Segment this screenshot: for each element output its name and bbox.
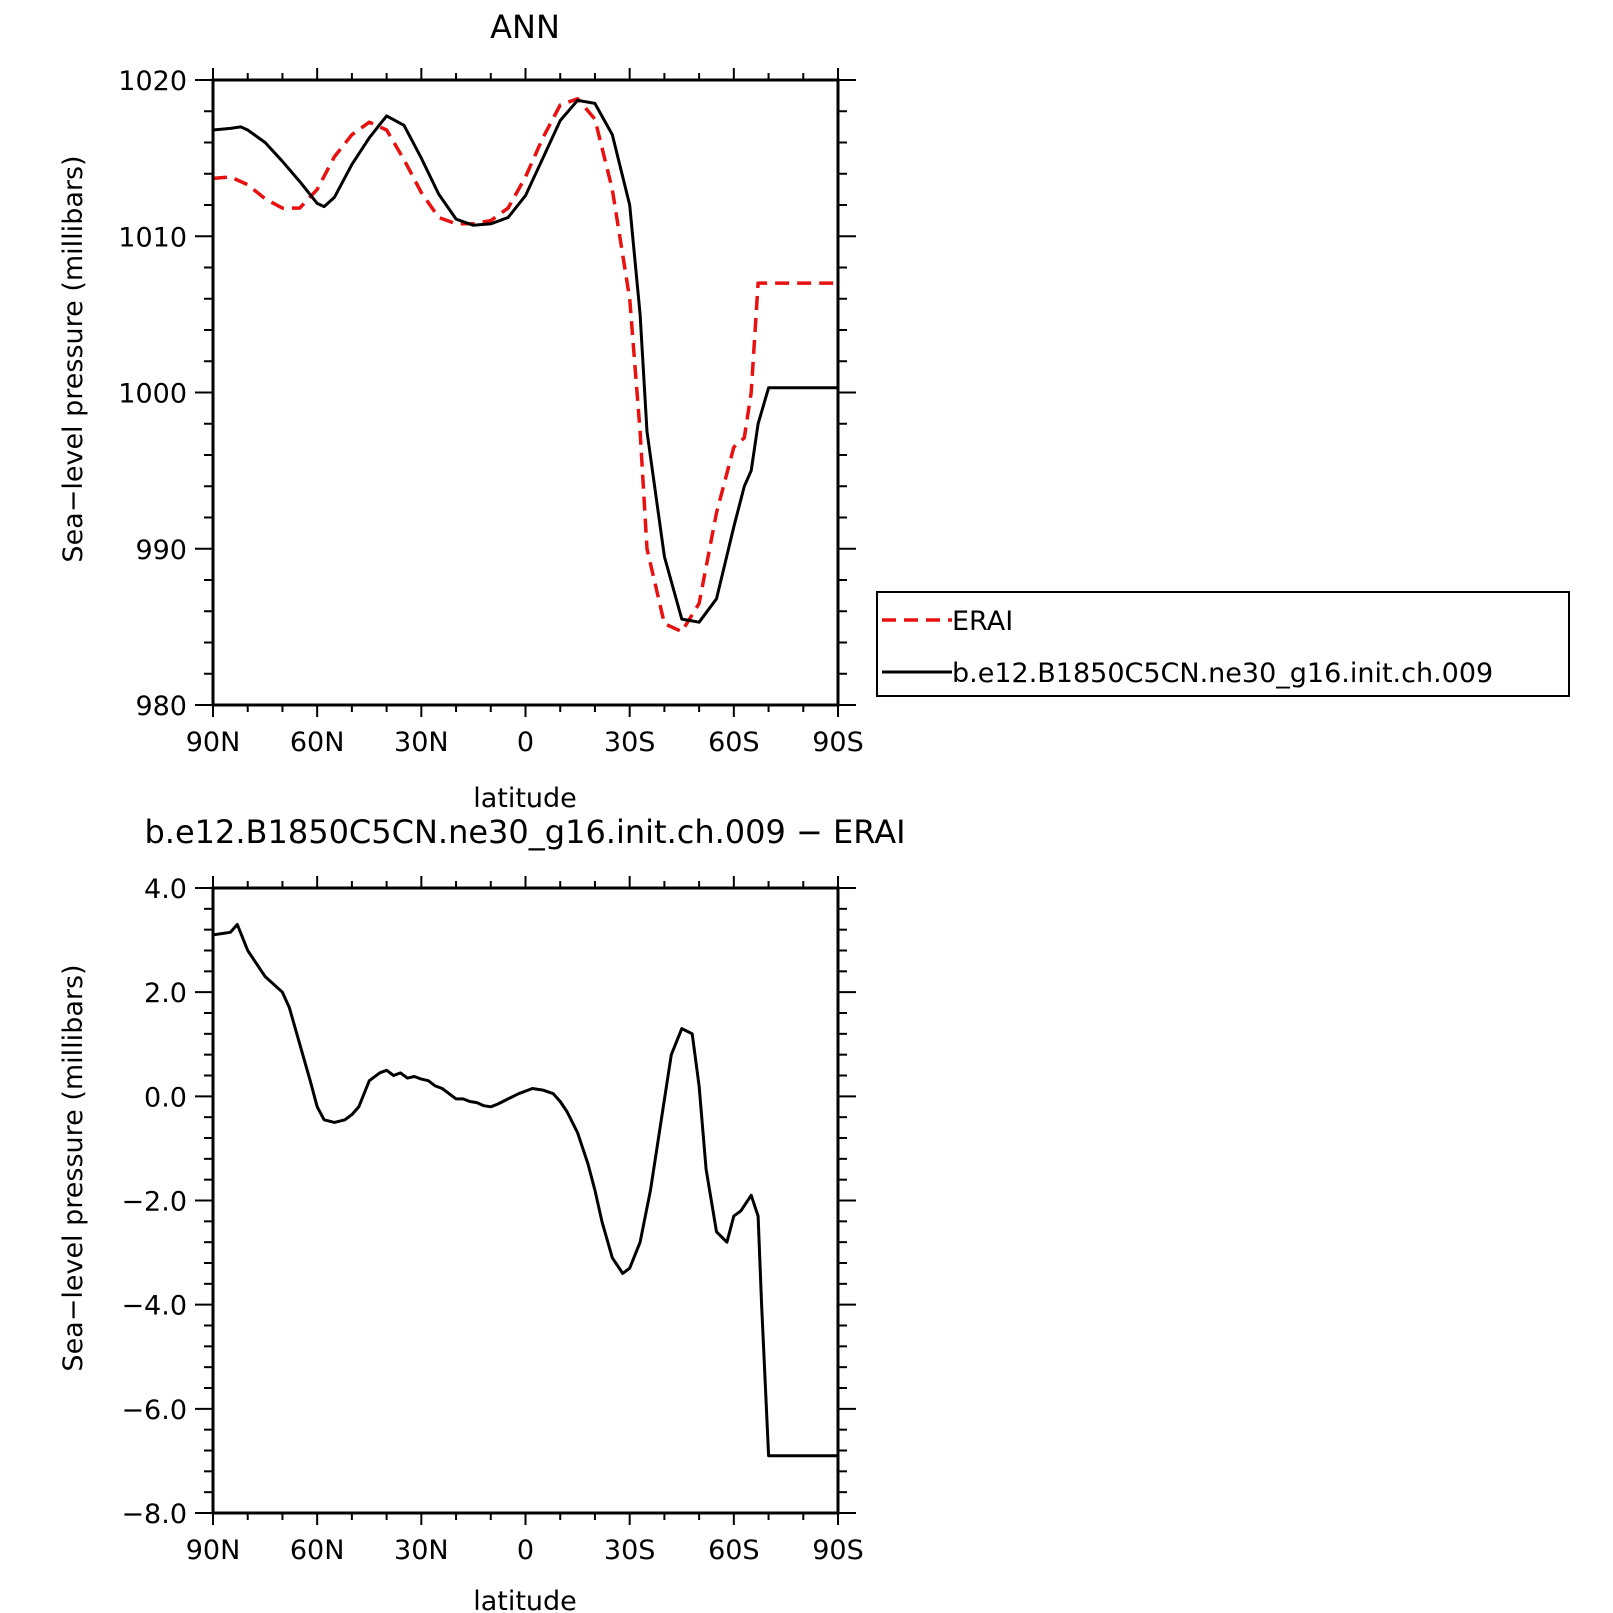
x-tick-label: 30S <box>604 727 656 758</box>
bottom-panel: b.e12.B1850C5CN.ne30_g16.init.ch.009 − E… <box>58 813 906 1613</box>
y-tick-label: 1020 <box>118 66 187 97</box>
y-tick-label: 980 <box>135 691 187 722</box>
bottom-y-axis-label: Sea−level pressure (millibars) <box>58 964 89 1371</box>
x-tick-label: 30N <box>394 727 449 758</box>
x-tick-label: 60N <box>290 1535 345 1566</box>
x-tick-label: 30S <box>604 1535 656 1566</box>
bottom-plot-frame <box>211 886 840 1515</box>
x-tick-label: 90S <box>812 1535 864 1566</box>
x-tick-label: 30N <box>394 1535 449 1566</box>
x-tick-label: 90N <box>186 727 241 758</box>
y-tick-label: −6.0 <box>121 1395 187 1426</box>
x-tick-label: 0 <box>517 727 534 758</box>
y-tick-label: 1010 <box>118 222 187 253</box>
x-tick-label: 60S <box>708 1535 760 1566</box>
top-panel: ANN latitude Sea−level pressure (milliba… <box>58 8 864 814</box>
y-tick-label: 990 <box>135 535 187 566</box>
bottom-x-axis-label: latitude <box>473 1586 577 1613</box>
x-tick-label: 90N <box>186 1535 241 1566</box>
y-tick-label: 2.0 <box>144 978 187 1009</box>
y-tick-label: −4.0 <box>121 1291 187 1322</box>
top-ticks: 90N 60N 30N 0 30S 60S 90S 980 990 1000 1010 1020 <box>118 66 863 758</box>
top-series-line-1 <box>213 98 838 624</box>
legend-box <box>876 591 1570 697</box>
top-x-axis-label: latitude <box>473 783 577 814</box>
bottom-series-group <box>213 923 838 1458</box>
x-tick-label: 60N <box>290 727 345 758</box>
bottom-series-line-0 <box>213 923 838 1458</box>
x-tick-label: 90S <box>812 727 864 758</box>
top-y-axis-label: Sea−level pressure (millibars) <box>58 155 89 562</box>
top-plot-frame <box>211 78 840 707</box>
x-tick-label: 60S <box>708 727 760 758</box>
y-tick-label: 4.0 <box>144 874 187 905</box>
x-tick-label: 0 <box>517 1535 534 1566</box>
bottom-chart-title: b.e12.B1850C5CN.ne30_g16.init.ch.009 − E… <box>144 813 905 851</box>
y-tick-label: 0.0 <box>144 1082 187 1113</box>
top-series-line-0 <box>213 97 838 634</box>
top-series-group <box>213 97 838 634</box>
top-chart-title: ANN <box>490 8 560 46</box>
y-tick-label: −2.0 <box>121 1187 187 1218</box>
legend-label-model: b.e12.B1850C5CN.ne30_g16.init.ch.009 <box>952 658 1493 689</box>
legend: ERAI b.e12.B1850C5CN.ne30_g16.init.ch.00… <box>876 591 1570 697</box>
legend-label-erai: ERAI <box>952 606 1013 637</box>
bottom-ticks: 90N 60N 30N 0 30S 60S 90S −8.0 −6.0 −4.0 −2.0 0.0 2.… <box>121 874 863 1566</box>
y-tick-label: −8.0 <box>121 1499 187 1530</box>
y-tick-label: 1000 <box>118 379 187 410</box>
